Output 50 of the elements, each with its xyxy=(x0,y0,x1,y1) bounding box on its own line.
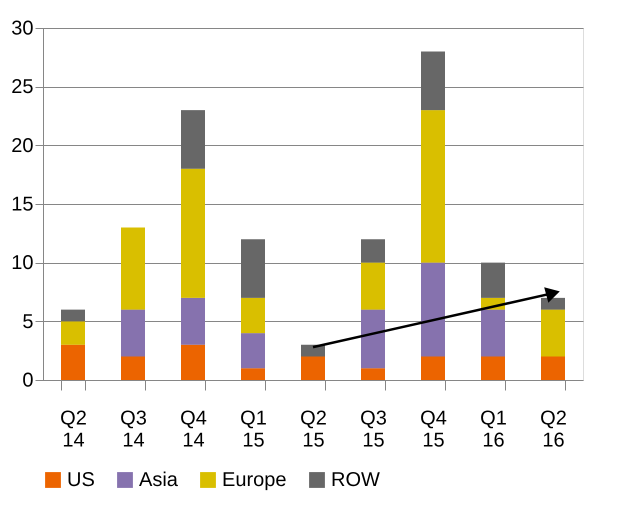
bar xyxy=(121,356,145,380)
bar xyxy=(421,356,445,380)
bar xyxy=(181,298,205,345)
bar xyxy=(361,262,385,310)
x-tick-label: Q2 14 xyxy=(60,408,87,452)
x-tick-label: Q4 14 xyxy=(180,408,207,452)
y-tick-label: 0 xyxy=(22,370,34,392)
bar xyxy=(181,168,205,298)
bar xyxy=(241,298,265,334)
x-tick-label: Q1 16 xyxy=(480,408,507,452)
bar xyxy=(301,344,325,357)
bar xyxy=(541,356,565,380)
bar xyxy=(481,262,505,298)
y-tick-label: 25 xyxy=(11,76,34,98)
bar xyxy=(421,110,445,263)
bar xyxy=(481,356,505,380)
bar xyxy=(61,321,85,345)
y-tick-label: 5 xyxy=(22,310,34,333)
bar xyxy=(361,368,385,380)
x-tick-label: Q2 16 xyxy=(540,408,567,452)
y-tick-label: 20 xyxy=(11,134,34,157)
y-tick-label: 10 xyxy=(11,252,34,274)
x-tick-label: Q3 15 xyxy=(360,408,387,452)
bar xyxy=(61,344,85,380)
bar xyxy=(541,298,565,310)
bar xyxy=(421,262,445,357)
bar xyxy=(361,239,385,263)
bar xyxy=(181,344,205,380)
x-tick-label: Q3 14 xyxy=(120,408,147,452)
x-tick-label: Q1 15 xyxy=(240,408,267,452)
bar xyxy=(241,239,265,298)
legend-label: Europe xyxy=(222,469,286,491)
legend-label: US xyxy=(67,469,95,491)
bar xyxy=(481,310,505,357)
y-tick-label: 30 xyxy=(11,18,34,40)
bar xyxy=(121,310,145,357)
bar xyxy=(121,227,145,310)
legend-label: ROW xyxy=(331,469,380,491)
bar xyxy=(61,310,85,322)
bar xyxy=(541,310,565,357)
bar xyxy=(241,333,265,368)
y-tick-label: 15 xyxy=(11,194,34,216)
x-tick-label: Q4 15 xyxy=(420,408,447,452)
legend-label: Asia xyxy=(139,469,179,491)
x-tick-label: Q2 15 xyxy=(300,408,327,452)
bar xyxy=(421,51,445,110)
bar xyxy=(241,368,265,380)
bar xyxy=(361,310,385,368)
bar xyxy=(301,356,325,380)
bar xyxy=(181,110,205,169)
